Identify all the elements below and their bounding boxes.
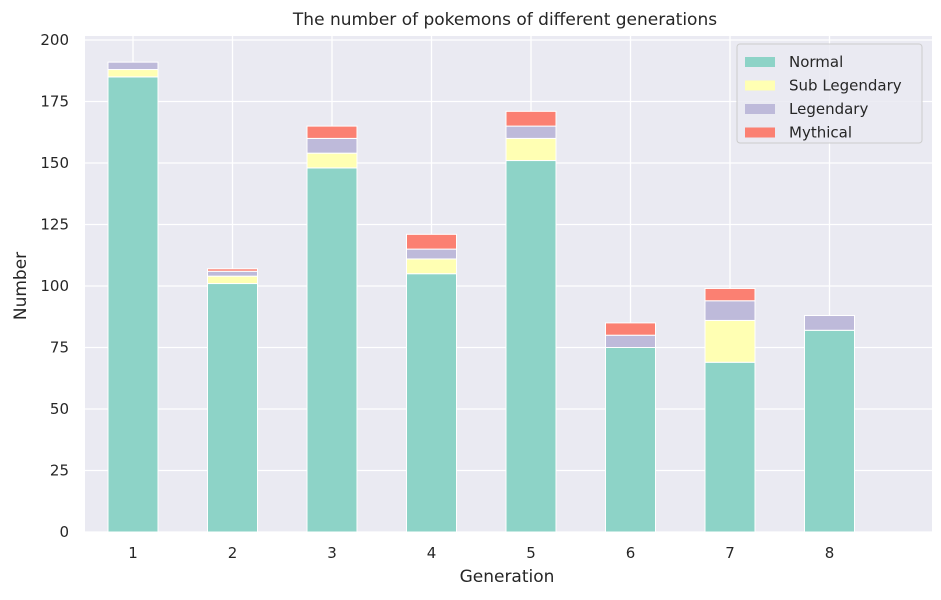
bar-segment — [406, 273, 457, 533]
tick-labels: 0 25 50 75 100 125 150 175 200 1 2 3 4 5 6 7 8 — [40, 31, 834, 562]
y-tick-label: 25 — [50, 462, 69, 480]
x-tick-label: 6 — [626, 544, 636, 562]
bar-segment — [704, 287, 756, 302]
bar-segment — [605, 347, 656, 533]
bar-segment — [804, 315, 855, 331]
bar-segment — [704, 300, 756, 321]
legend-label: Normal — [789, 53, 843, 71]
legend-swatch — [745, 80, 775, 91]
bar-segment — [505, 160, 557, 533]
x-tick-label: 3 — [327, 544, 337, 562]
legend-swatch — [745, 104, 775, 114]
bar-segment — [505, 137, 557, 162]
x-axis-title: Generation — [460, 567, 555, 587]
legend-swatch — [745, 127, 775, 138]
chart-title: The number of pokemons of different gene… — [292, 10, 717, 30]
x-tick-label: 2 — [228, 544, 238, 562]
bar-segment — [406, 258, 457, 275]
y-tick-label: 100 — [40, 277, 69, 295]
bar-segment — [207, 268, 258, 272]
bar-segment — [207, 283, 258, 533]
bar-segment — [306, 137, 358, 154]
bar-segment — [505, 110, 557, 127]
bar-segment — [107, 61, 159, 71]
bar-segment — [306, 152, 358, 169]
bar-segment — [704, 319, 756, 363]
x-tick-label: 1 — [128, 544, 138, 562]
y-tick-label: 50 — [50, 400, 69, 418]
legend-swatch — [745, 57, 775, 67]
bar-segment — [406, 248, 457, 260]
bar-segment — [505, 125, 557, 139]
bar-segment — [306, 125, 358, 139]
x-tick-label: 5 — [526, 544, 536, 562]
legend-label: Legendary — [789, 100, 868, 118]
y-tick-label: 0 — [59, 523, 69, 541]
bar-segment — [306, 167, 358, 533]
bar-segment — [207, 270, 258, 277]
y-tick-label: 175 — [40, 93, 69, 111]
bar-segment — [605, 334, 656, 349]
x-tick-label: 8 — [825, 544, 835, 562]
y-tick-label: 75 — [50, 339, 69, 357]
bar-segment — [804, 329, 855, 533]
y-tick-label: 200 — [40, 31, 69, 49]
x-tick-label: 4 — [427, 544, 437, 562]
legend: Normal Sub Legendary Legendary Mythical — [736, 43, 923, 144]
legend-box — [736, 43, 923, 144]
bar-segment — [406, 233, 457, 250]
y-tick-label: 150 — [40, 154, 69, 172]
bar-segment — [704, 361, 756, 533]
bar-segment — [207, 275, 258, 285]
legend-label: Sub Legendary — [789, 77, 902, 95]
bar-segment — [107, 76, 159, 533]
legend-label: Mythical — [789, 124, 852, 142]
bars — [107, 61, 855, 533]
x-tick-label: 7 — [725, 544, 735, 562]
bar-segment — [605, 322, 656, 336]
y-axis-title: Number — [11, 252, 31, 320]
bar-segment — [107, 69, 159, 78]
y-tick-label: 125 — [40, 216, 69, 234]
